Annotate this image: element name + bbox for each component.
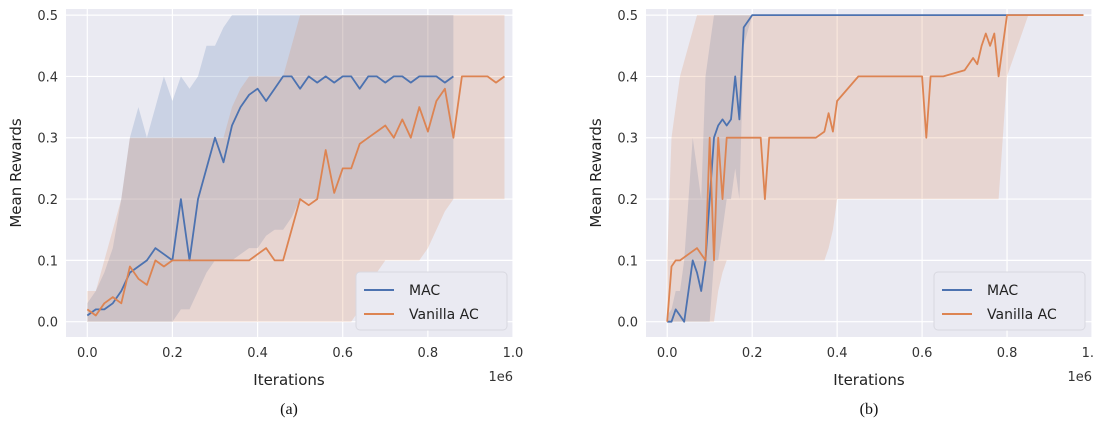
x-tick-label-a-1: 0.2 bbox=[162, 346, 183, 361]
y-axis-label-b: Mean Rewards bbox=[587, 118, 605, 227]
x-tick-label-b-1: 0.2 bbox=[742, 346, 763, 361]
y-tick-label-a-0: 0.0 bbox=[37, 316, 58, 331]
legend-label-vanilla-ac: Vanilla AC bbox=[987, 307, 1057, 323]
x-offset-label-b: 1e6 bbox=[1067, 370, 1092, 385]
x-tick-label-b-5: 1.0 bbox=[1082, 346, 1094, 361]
x-axis-label-b: Iterations bbox=[833, 371, 905, 389]
legend-b: MAC Vanilla AC bbox=[933, 271, 1086, 331]
series-line-mac bbox=[86, 75, 454, 317]
legend-label-mac: MAC bbox=[409, 283, 440, 299]
caption-b: (b) bbox=[860, 401, 879, 418]
confidence-band-mac bbox=[87, 15, 454, 322]
x-tick-label-a-2: 0.4 bbox=[247, 346, 268, 361]
series-line-vanilla-ac bbox=[666, 14, 1084, 322]
x-tick-label-b-2: 0.4 bbox=[827, 346, 848, 361]
legend-label-vanilla-ac: Vanilla AC bbox=[409, 307, 479, 323]
y-tick-label-a-1: 0.1 bbox=[37, 254, 58, 269]
y-tick-label-b-5: 0.5 bbox=[617, 9, 638, 24]
legend-a: MAC Vanilla AC bbox=[355, 271, 508, 331]
lines-a bbox=[86, 75, 506, 317]
series-line-vanilla-ac bbox=[86, 75, 506, 317]
series-line-mac bbox=[667, 14, 1084, 323]
y-tick-label-b-3: 0.3 bbox=[617, 132, 638, 147]
y-tick-label-b-2: 0.2 bbox=[617, 193, 638, 208]
x-ticks-b: 0.0 0.2 0.4 0.6 0.8 1.0 bbox=[657, 346, 1094, 361]
x-tick-label-a-3: 0.6 bbox=[332, 346, 353, 361]
bands-b bbox=[667, 15, 1084, 322]
x-tick-label-b-4: 0.8 bbox=[997, 346, 1018, 361]
lines-b bbox=[666, 14, 1084, 323]
y-tick-label-a-2: 0.2 bbox=[37, 193, 58, 208]
y-tick-label-b-1: 0.1 bbox=[617, 254, 638, 269]
caption-a: (a) bbox=[280, 401, 298, 418]
confidence-band-mac bbox=[667, 15, 1084, 322]
y-ticks-a: 0.0 0.1 0.2 0.3 0.4 0.5 bbox=[37, 9, 58, 331]
y-tick-label-b-0: 0.0 bbox=[617, 316, 638, 331]
x-tick-label-a-5: 1.0 bbox=[503, 346, 524, 361]
x-tick-label-b-0: 0.0 bbox=[657, 346, 678, 361]
legend-box-a bbox=[355, 271, 508, 331]
x-offset-label-a: 1e6 bbox=[488, 370, 513, 385]
y-axis-label-a: Mean Rewards bbox=[7, 118, 25, 227]
x-tick-label-a-4: 0.8 bbox=[418, 346, 439, 361]
confidence-band-vanilla-ac bbox=[667, 15, 1084, 322]
legend-box-b bbox=[933, 271, 1086, 331]
chart-b: 0.0 0.2 0.4 0.6 0.8 1.0 0.0 0.1 0.2 0.3 0.4 0.5 It… bbox=[587, 9, 1094, 418]
y-ticks-b: 0.0 0.1 0.2 0.3 0.4 0.5 bbox=[617, 9, 638, 331]
y-tick-label-a-5: 0.5 bbox=[37, 9, 58, 24]
x-ticks-a: 0.0 0.2 0.4 0.6 0.8 1.0 bbox=[77, 346, 523, 361]
y-tick-label-a-4: 0.4 bbox=[37, 70, 58, 85]
chart-a: 0.0 0.2 0.4 0.6 0.8 1.0 0.0 0.1 0.2 0.3 0.4 0.5 It… bbox=[7, 9, 523, 418]
y-tick-label-a-3: 0.3 bbox=[37, 132, 58, 147]
y-tick-label-b-4: 0.4 bbox=[617, 70, 638, 85]
x-tick-label-b-3: 0.6 bbox=[912, 346, 933, 361]
legend-label-mac: MAC bbox=[987, 283, 1018, 299]
x-tick-label-a-0: 0.0 bbox=[77, 346, 98, 361]
x-axis-label-a: Iterations bbox=[253, 371, 325, 389]
